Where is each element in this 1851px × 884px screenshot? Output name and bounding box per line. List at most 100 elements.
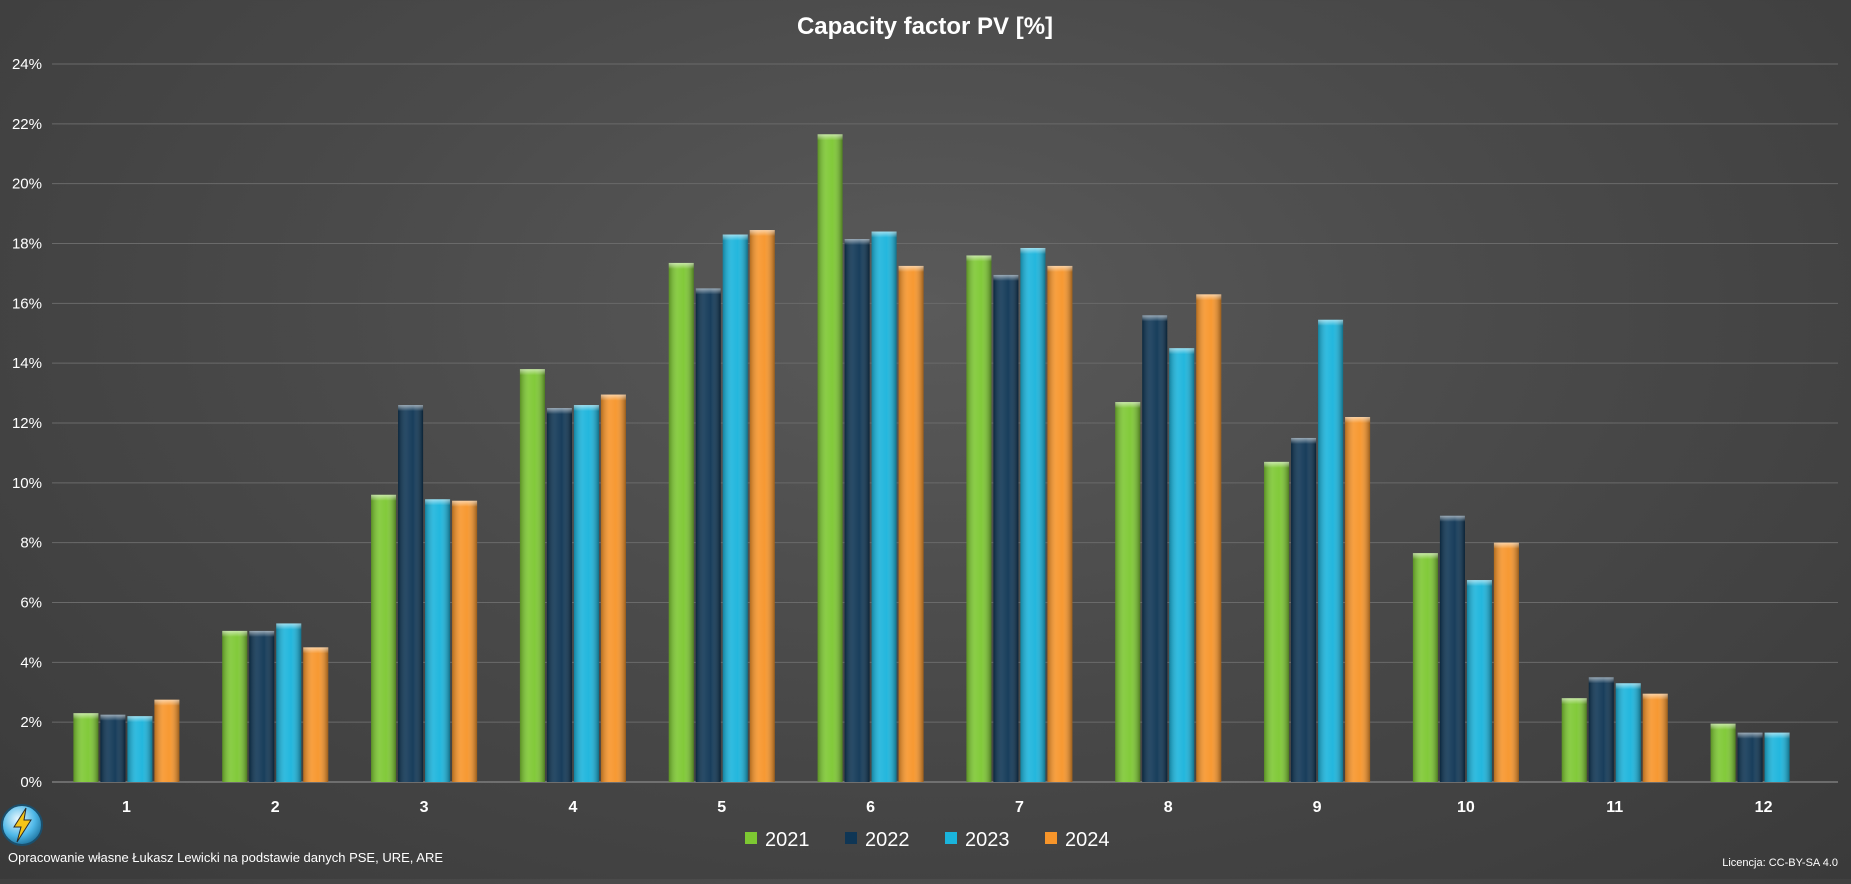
bar-shade-2024-2 [303,647,329,782]
bar-shade-2022-9 [1291,437,1317,782]
bar-shade-2021-3 [371,494,397,782]
bar-shade-2022-7 [993,274,1019,782]
bar-shade-2022-5 [695,288,721,782]
bar-cap-2021-3 [371,494,397,501]
legend-swatch-2024 [1045,832,1057,844]
bar-shade-2023-11 [1615,683,1641,782]
bar-shade-2022-10 [1439,515,1465,782]
legend: 2021 2022 2023 2024 [745,829,1110,851]
x-tick-label: 5 [717,799,726,816]
y-tick-label: 2% [20,714,42,731]
bar-cap-2021-6 [817,134,843,141]
bar-shade-2021-10 [1412,553,1438,782]
bar-shade-2023-9 [1318,319,1344,782]
bar-cap-2022-5 [695,288,721,295]
bar-shade-2024-7 [1047,265,1073,782]
y-tick-label: 20% [12,176,42,193]
bar-shade-2022-2 [249,630,275,782]
legend-label-2021: 2021 [765,829,810,851]
bar-shade-2023-6 [871,231,897,783]
bar-cap-2022-1 [100,714,126,721]
bar-cap-2021-9 [1264,461,1290,468]
lightning-bolt-shape [13,807,32,843]
bar-cap-2022-4 [546,408,572,415]
bar-cap-2021-8 [1115,402,1141,409]
logo [1,804,43,846]
bar-cap-2023-3 [425,499,451,506]
x-tick-label: 4 [568,799,577,816]
bar-shade-2024-10 [1493,542,1519,782]
bar-shade-2024-11 [1642,693,1668,782]
x-tick-label: 11 [1606,799,1623,816]
bar-shade-2024-5 [749,230,775,783]
y-tick-label: 0% [20,774,42,791]
bar-shade-2021-5 [668,262,694,783]
bar-cap-2022-12 [1737,732,1763,739]
bar-shade-2024-3 [452,500,478,782]
bar-cap-2023-7 [1020,247,1046,254]
legend-swatch-2021 [745,832,757,844]
bar-cap-2024-10 [1493,542,1519,549]
bar-shade-2023-10 [1466,580,1492,782]
y-tick-label: 6% [20,595,42,612]
bar-cap-2023-10 [1466,580,1492,587]
bar-cap-2024-5 [749,230,775,237]
bar-shade-2021-12 [1710,723,1736,782]
bar-cap-2021-7 [966,255,992,262]
bar-cap-2023-1 [127,716,153,723]
bar-shade-2021-6 [817,134,843,782]
bar-shade-2023-2 [276,623,302,782]
bar-cap-2023-8 [1169,348,1195,355]
bar-shade-2021-1 [73,713,99,782]
bar-shade-2022-8 [1142,315,1168,782]
y-tick-label: 18% [12,236,42,253]
bar-shade-2022-12 [1737,732,1763,782]
bar-cap-2022-3 [398,405,424,412]
bar-cap-2021-11 [1561,698,1587,705]
bar-shade-2023-5 [722,234,748,782]
legend-label-2023: 2023 [965,829,1010,851]
bar-cap-2023-4 [573,405,599,412]
y-tick-label: 16% [12,295,42,312]
bar-shade-2021-2 [222,630,248,782]
bar-shade-2022-1 [100,714,126,782]
bar-shade-2023-4 [573,405,599,782]
bar-shade-2022-4 [546,408,572,782]
bar-cap-2021-10 [1412,553,1438,560]
y-tick-label: 14% [12,355,42,372]
bar-shade-2021-8 [1115,402,1141,782]
bar-cap-2021-5 [668,262,694,269]
bar-cap-2022-8 [1142,315,1168,322]
bar-shade-2022-11 [1588,677,1614,782]
y-axis-tick-labels: 0% 2% 4% 6% 8% 10% 12% 14% 16% 18% 20% 22% 24% [12,56,42,791]
bar-shade-2021-7 [966,255,992,782]
bar-shade-2021-4 [519,369,545,782]
bar-shade-2024-8 [1196,294,1222,782]
y-tick-label: 24% [12,56,42,73]
y-tick-label: 12% [12,415,42,432]
bar-cap-2022-10 [1439,515,1465,522]
bar-cap-2024-7 [1047,265,1073,272]
bar-shade-2024-9 [1345,417,1371,782]
bar-cap-2021-1 [73,713,99,720]
legend-swatch-2023 [945,832,957,844]
bar-shade-2023-8 [1169,348,1195,782]
chart-title: Capacity factor PV [%] [797,13,1053,40]
y-tick-label: 8% [20,535,42,552]
y-tick-label: 4% [20,654,42,671]
legend-swatch-2022 [845,832,857,844]
x-tick-label: 1 [122,799,131,816]
bar-cap-2023-11 [1615,683,1641,690]
bar-cap-2023-2 [276,623,302,630]
bar-shade-2024-4 [600,394,626,782]
bar-shade-2023-1 [127,716,153,782]
bar-cap-2022-11 [1588,677,1614,684]
x-tick-label: 6 [866,799,875,816]
bar-cap-2024-6 [898,265,924,272]
x-tick-label: 8 [1164,799,1173,816]
bar-cap-2023-12 [1764,732,1790,739]
bar-cap-2024-2 [303,647,329,654]
bar-cap-2022-2 [249,630,275,637]
bar-cap-2024-3 [452,500,478,507]
